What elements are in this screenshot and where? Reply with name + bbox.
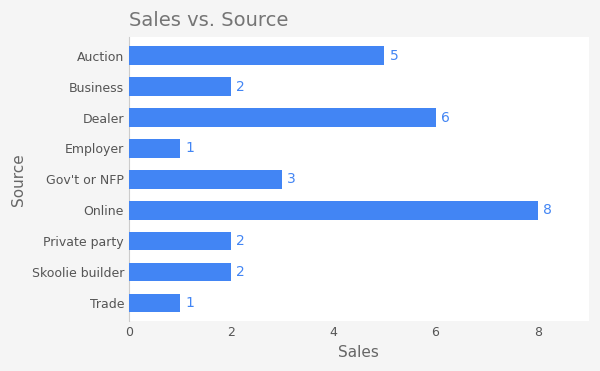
Bar [129, 263, 231, 281]
Bar [129, 201, 538, 220]
Bar [129, 78, 231, 96]
Bar [129, 294, 180, 312]
Bar [129, 46, 385, 65]
Text: Sales vs. Source: Sales vs. Source [129, 11, 288, 30]
Text: 5: 5 [389, 49, 398, 63]
Text: 2: 2 [236, 80, 245, 93]
Text: 2: 2 [236, 265, 245, 279]
Text: 2: 2 [236, 234, 245, 248]
Text: 8: 8 [543, 203, 552, 217]
Text: 6: 6 [440, 111, 449, 125]
Bar [129, 139, 180, 158]
X-axis label: Sales: Sales [338, 345, 379, 360]
Bar [129, 232, 231, 250]
Text: 1: 1 [185, 296, 194, 310]
Y-axis label: Source: Source [11, 153, 26, 206]
Bar [129, 108, 436, 127]
Text: 3: 3 [287, 173, 296, 186]
Bar [129, 170, 282, 188]
Text: 1: 1 [185, 141, 194, 155]
